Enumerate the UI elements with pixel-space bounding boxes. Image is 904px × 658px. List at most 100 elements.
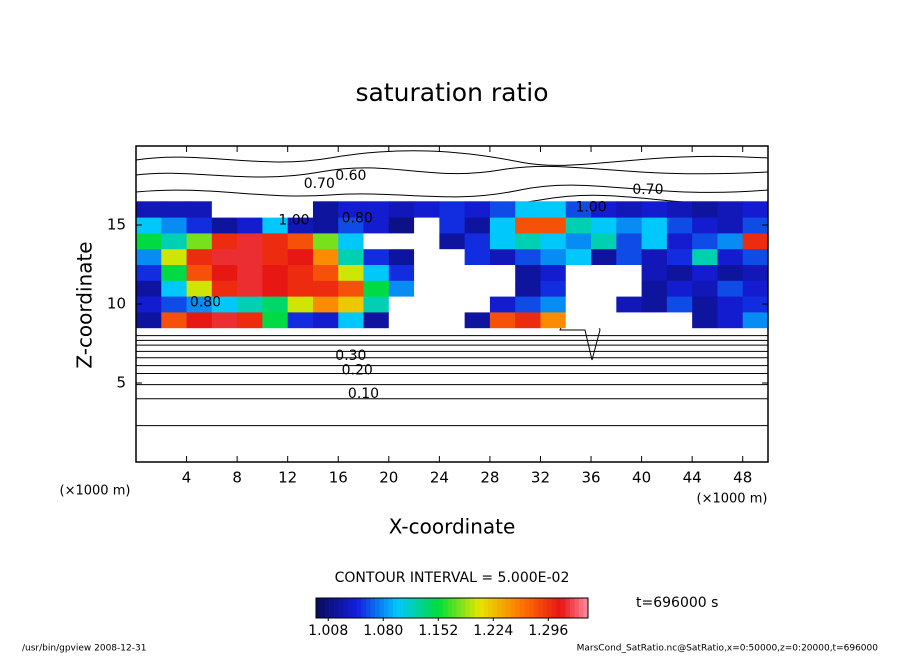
x-unit: (×1000 m) [697, 492, 768, 507]
cell [489, 264, 516, 281]
colorbar-cell [488, 598, 494, 618]
cell [388, 280, 415, 297]
colorbar-cell [347, 598, 353, 618]
cell [540, 232, 567, 250]
cell [616, 264, 643, 281]
cell [237, 264, 263, 281]
cell [515, 311, 541, 329]
y-unit: (×1000 m) [60, 484, 131, 499]
cell [515, 264, 541, 281]
cell [211, 232, 238, 250]
cell [439, 217, 466, 234]
cell [666, 248, 693, 265]
cell [161, 311, 188, 329]
cell [312, 280, 339, 297]
cell [616, 232, 643, 250]
cell [692, 296, 718, 313]
colorbar-tick-label: 1.008 [308, 623, 348, 639]
cell [742, 217, 769, 234]
cell [136, 232, 162, 250]
colorbar-cell [379, 598, 385, 618]
contour-label: 0.30 [335, 348, 366, 364]
cell [616, 296, 643, 313]
cell [742, 201, 769, 218]
cell [616, 311, 643, 329]
contour-line [135, 165, 769, 178]
x-axis-label: X-coordinate [389, 515, 516, 539]
cell [616, 248, 643, 265]
cell [641, 201, 668, 218]
colorbar-cell [388, 598, 394, 618]
colorbar-cell [338, 598, 344, 618]
cell [591, 296, 617, 313]
cell [439, 264, 466, 281]
cell [262, 280, 289, 297]
x-tick-label: 20 [379, 469, 398, 487]
contour-line [135, 184, 769, 198]
cell [414, 201, 440, 218]
cell [161, 264, 188, 281]
cell [338, 248, 365, 265]
cell [439, 232, 466, 250]
cell [489, 217, 516, 234]
colorbar-cell [361, 598, 367, 618]
cell [515, 201, 541, 218]
cell [489, 248, 516, 265]
cell [742, 232, 769, 250]
cell [515, 232, 541, 250]
cell [338, 264, 365, 281]
colorbar-cell [356, 598, 362, 618]
cell [489, 296, 516, 313]
cell [641, 296, 668, 313]
cell [262, 217, 289, 234]
cell [363, 280, 390, 297]
colorbar-cell [411, 598, 417, 618]
cell [641, 311, 668, 329]
x-tick-label: 4 [182, 469, 192, 487]
y-tick-label: 10 [107, 295, 126, 313]
cell [363, 264, 390, 281]
cell [742, 296, 769, 313]
x-tick-label: 36 [581, 469, 600, 487]
colorbar-cell [461, 598, 466, 618]
cell [287, 232, 314, 250]
cell [565, 232, 592, 250]
cell [312, 217, 339, 234]
cell [540, 217, 567, 234]
cell [363, 217, 390, 234]
y-tick-label: 5 [116, 374, 126, 392]
cell [211, 296, 238, 313]
cell [136, 296, 162, 313]
cell [287, 264, 314, 281]
cell [464, 201, 491, 218]
cell [161, 217, 188, 234]
cell [565, 248, 592, 265]
cell [414, 311, 440, 329]
cell [161, 232, 188, 250]
cell [312, 311, 339, 329]
cell [388, 264, 415, 281]
cell [464, 217, 491, 234]
cell [616, 201, 643, 218]
cell [262, 264, 289, 281]
colorbar-cell [560, 598, 566, 618]
cell [717, 217, 744, 234]
colorbar-cell [515, 598, 521, 618]
cell [136, 217, 162, 234]
colorbar-cell [429, 598, 435, 618]
cell [136, 264, 162, 281]
cell [591, 264, 617, 281]
cell [211, 217, 238, 234]
cell [666, 201, 693, 218]
colorbar-cell [433, 598, 439, 618]
contour-label: 0.70 [632, 182, 663, 198]
cell [540, 264, 567, 281]
colorbar-tick-label: 1.296 [528, 623, 568, 639]
cell [287, 311, 314, 329]
cell [414, 264, 440, 281]
colorbar-cell [384, 598, 389, 618]
cell [338, 217, 365, 234]
colorbar-cell [447, 598, 453, 618]
cell [388, 296, 415, 313]
cell [515, 280, 541, 297]
